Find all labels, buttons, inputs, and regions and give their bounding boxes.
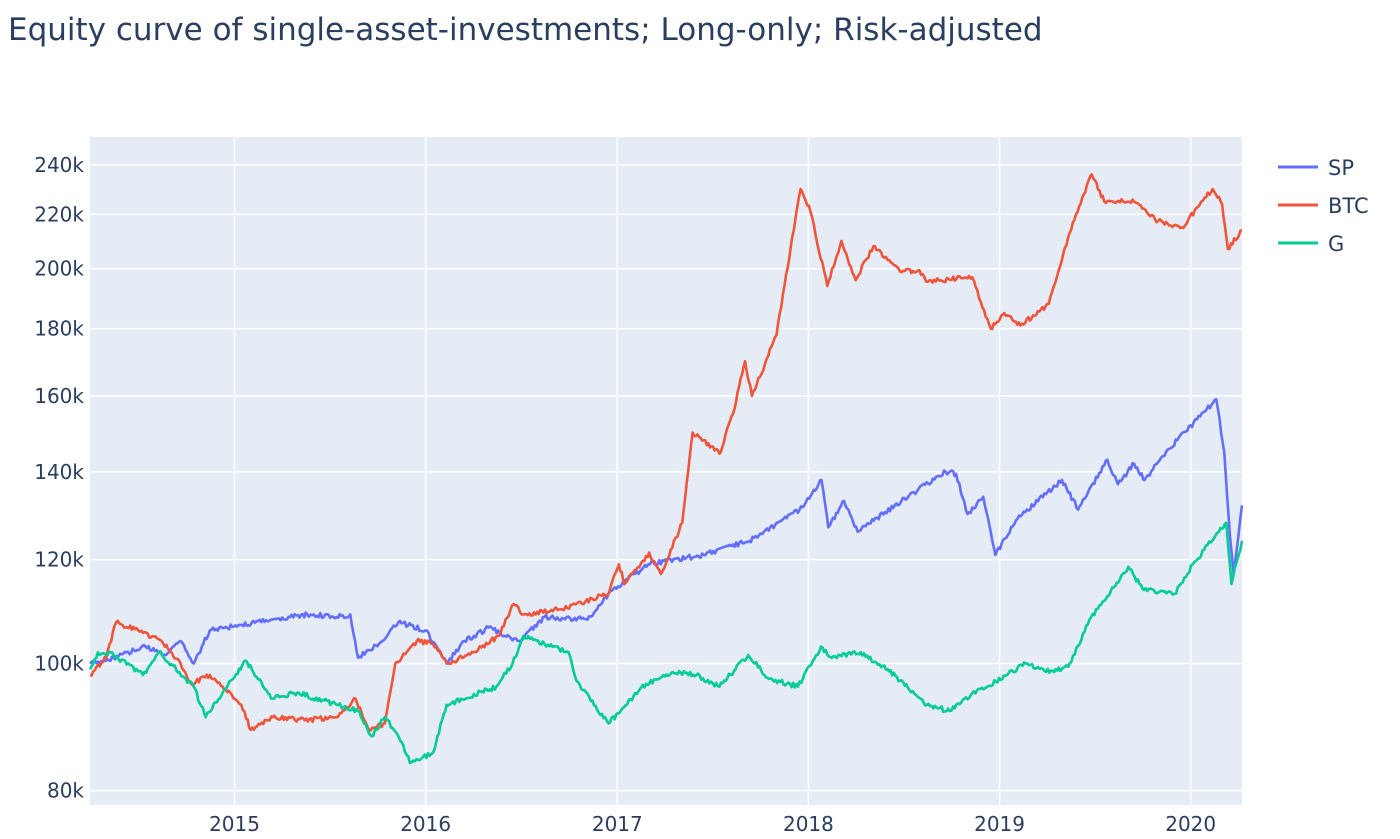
chart-title: Equity curve of single-asset-investments… [8, 12, 1043, 48]
plot-background [90, 137, 1242, 805]
y-tick-label: 140k [34, 460, 84, 484]
y-tick-label: 160k [34, 384, 84, 408]
series-line-btc [89, 173, 1243, 732]
y-tick-label: 100k [34, 651, 84, 675]
y-tick-label: 80k [47, 779, 84, 803]
x-tick-label: 2016 [400, 812, 451, 836]
series-line-g [88, 521, 1244, 765]
legend: SP BTC G [1278, 156, 1369, 256]
x-tick-label: 2020 [1165, 812, 1216, 836]
y-tick-label: 120k [34, 548, 84, 572]
y-tick-label: 220k [34, 202, 84, 226]
y-tick-label: 200k [34, 257, 84, 281]
x-tick-label: 2018 [783, 812, 834, 836]
x-tick-label: 2017 [592, 812, 643, 836]
y-axis-ticks: 80k 100k 120k 140k 160k 180k 200k 220k 240k [34, 153, 84, 803]
y-tick-label: 180k [34, 317, 84, 341]
legend-label-sp: SP [1328, 156, 1354, 180]
legend-label-g: G [1328, 232, 1344, 256]
grid [90, 137, 1242, 805]
x-tick-label: 2019 [974, 812, 1025, 836]
y-tick-label: 240k [34, 153, 84, 177]
x-axis-ticks: 2015 2016 2017 2018 2019 2020 [209, 812, 1216, 836]
legend-label-btc: BTC [1328, 194, 1369, 218]
x-tick-label: 2015 [209, 812, 260, 836]
series-lines [88, 173, 1244, 765]
